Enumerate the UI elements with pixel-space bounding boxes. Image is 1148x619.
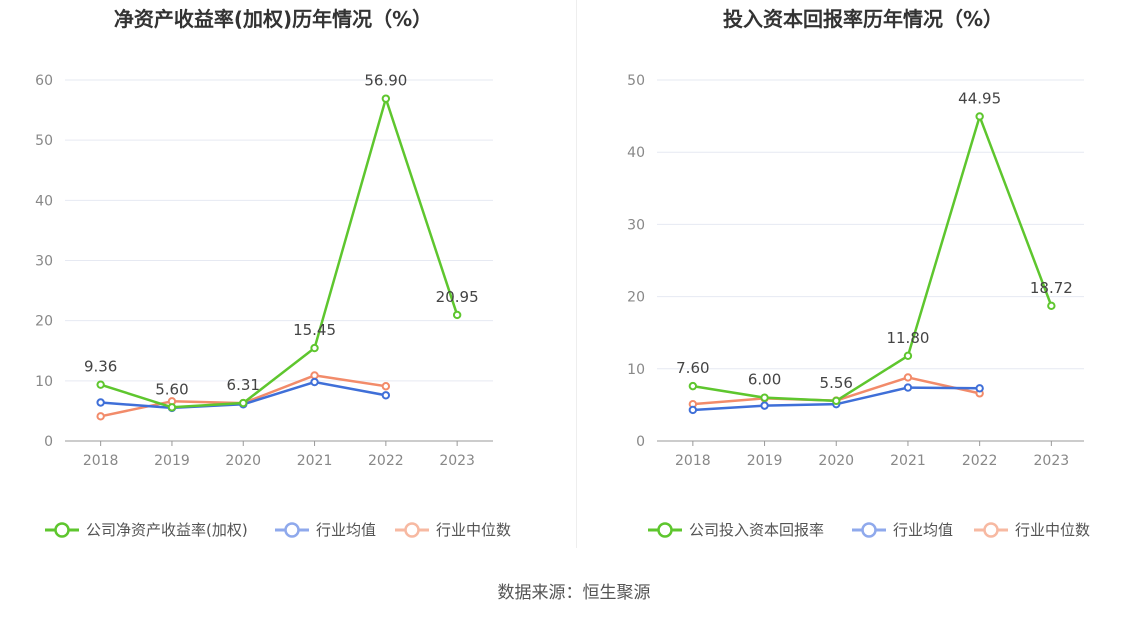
roic-data-label: 5.56 xyxy=(820,374,853,392)
roe-chart: 净资产收益率(加权)历年情况（%） 0 10 20 30 40 50 60 2018 2019 20… xyxy=(0,0,574,560)
roic-data-label: 44.95 xyxy=(958,89,1001,107)
roe-y-tick-label: 50 xyxy=(35,133,53,149)
roe-x-tick-label: 2020 xyxy=(225,453,261,469)
roe-x-tick-label: 2023 xyxy=(439,453,475,469)
roic-point-industry_avg xyxy=(688,405,698,415)
roe-y-tick-label: 20 xyxy=(35,314,53,330)
roic-x-tick-label: 2020 xyxy=(818,453,854,469)
roe-x-tick-label: 2019 xyxy=(154,453,190,469)
roe-point-industry_median xyxy=(310,371,319,380)
roic-chart-svg: 投入资本回报率历年情况（%） 0 10 20 30 40 50 2018 2019 2020 202… xyxy=(627,7,1090,539)
roic-x-tick-label: 2018 xyxy=(675,453,711,469)
roe-x-tick-label: 2018 xyxy=(83,453,119,469)
roe-x-tick-label: 2022 xyxy=(368,453,404,469)
roic-y-tick-label: 50 xyxy=(627,73,645,89)
roic-x-tick-label: 2019 xyxy=(747,453,783,469)
roe-legend-marker-company xyxy=(54,522,70,538)
roe-point-industry_median xyxy=(381,382,391,391)
roe-point-industry_avg xyxy=(381,391,391,400)
roic-x-tick-label: 2021 xyxy=(890,453,926,469)
roe-legend-label-industry_avg: 行业均值 xyxy=(316,521,376,539)
roe-point-industry_median xyxy=(96,412,105,421)
roic-point-company xyxy=(760,393,769,402)
roic-point-company xyxy=(903,351,913,361)
roe-legend-label-company: 公司净资产收益率(加权) xyxy=(86,521,248,539)
roe-y-tick-label: 40 xyxy=(35,193,53,209)
roic-legend-label-company: 公司投入资本回报率 xyxy=(689,521,824,539)
chart-divider xyxy=(576,0,577,548)
roic-y-tick-label: 40 xyxy=(627,145,645,161)
roic-point-industry_avg xyxy=(903,383,913,392)
roe-point-company xyxy=(96,380,105,389)
roe-y-tick-label: 10 xyxy=(35,374,53,390)
roe-legend-marker-industry_avg xyxy=(284,522,300,538)
roic-point-company xyxy=(832,396,841,406)
roe-legend-marker-industry_median xyxy=(404,522,420,538)
roic-line-company xyxy=(692,115,1053,403)
roic-y-tick-label: 0 xyxy=(636,434,645,450)
roe-y-tick-label: 60 xyxy=(35,73,53,89)
roic-x-tick-label: 2022 xyxy=(962,453,998,469)
roe-y-tick-label: 30 xyxy=(35,254,53,270)
roe-point-industry_avg xyxy=(310,377,319,387)
roe-data-label: 15.45 xyxy=(293,321,336,339)
roe-point-company xyxy=(239,398,248,408)
roe-point-company xyxy=(452,310,462,320)
roe-legend-label-industry_median: 行业中位数 xyxy=(436,521,511,539)
roic-point-industry_avg xyxy=(975,384,984,393)
roic-x-tick-label: 2023 xyxy=(1034,453,1070,469)
roic-point-company xyxy=(688,381,698,391)
roe-data-label: 9.36 xyxy=(84,358,117,376)
roe-point-company xyxy=(167,403,177,412)
roic-legend-label-industry_median: 行业中位数 xyxy=(1015,521,1090,539)
roic-point-company xyxy=(975,112,984,121)
roic-point-industry_avg xyxy=(760,401,769,410)
roic-legend-label-industry_avg: 行业均值 xyxy=(893,521,953,539)
data-source: 数据来源：恒生聚源 xyxy=(497,583,651,603)
roic-y-tick-label: 20 xyxy=(627,290,645,306)
roic-point-company xyxy=(1047,301,1056,311)
roe-x-tick-label: 2021 xyxy=(297,453,333,469)
roic-data-label: 11.80 xyxy=(886,329,929,347)
roic-data-label: 18.72 xyxy=(1030,279,1073,297)
roic-chart: 投入资本回报率历年情况（%） 0 10 20 30 40 50 2018 2019 2020 202… xyxy=(574,0,1148,560)
roic-y-tick-label: 30 xyxy=(627,217,645,233)
roic-legend-marker-company xyxy=(657,522,673,538)
roe-point-company xyxy=(381,94,391,103)
roe-data-label: 20.95 xyxy=(436,288,479,306)
roe-chart-svg: 净资产收益率(加权)历年情况（%） 0 10 20 30 40 50 60 2018 2019 20… xyxy=(35,7,511,539)
roe-data-label: 6.31 xyxy=(227,376,260,394)
roic-data-label: 6.00 xyxy=(748,371,781,389)
roic-chart-title: 投入资本回报率历年情况（%） xyxy=(723,7,1003,31)
roic-legend-marker-industry_avg xyxy=(861,522,877,538)
roe-data-label: 56.90 xyxy=(364,72,407,90)
roic-y-tick-label: 10 xyxy=(627,362,645,378)
roic-point-industry_median xyxy=(903,373,913,382)
roe-point-industry_avg xyxy=(96,398,105,407)
roe-line-company xyxy=(100,97,459,409)
roe-point-company xyxy=(310,343,319,353)
roe-data-label: 5.60 xyxy=(155,380,188,398)
roe-y-tick-label: 0 xyxy=(44,434,53,450)
roic-data-label: 7.60 xyxy=(676,359,709,377)
roic-legend-marker-industry_median xyxy=(983,522,999,538)
roe-chart-title: 净资产收益率(加权)历年情况（%） xyxy=(114,7,432,31)
